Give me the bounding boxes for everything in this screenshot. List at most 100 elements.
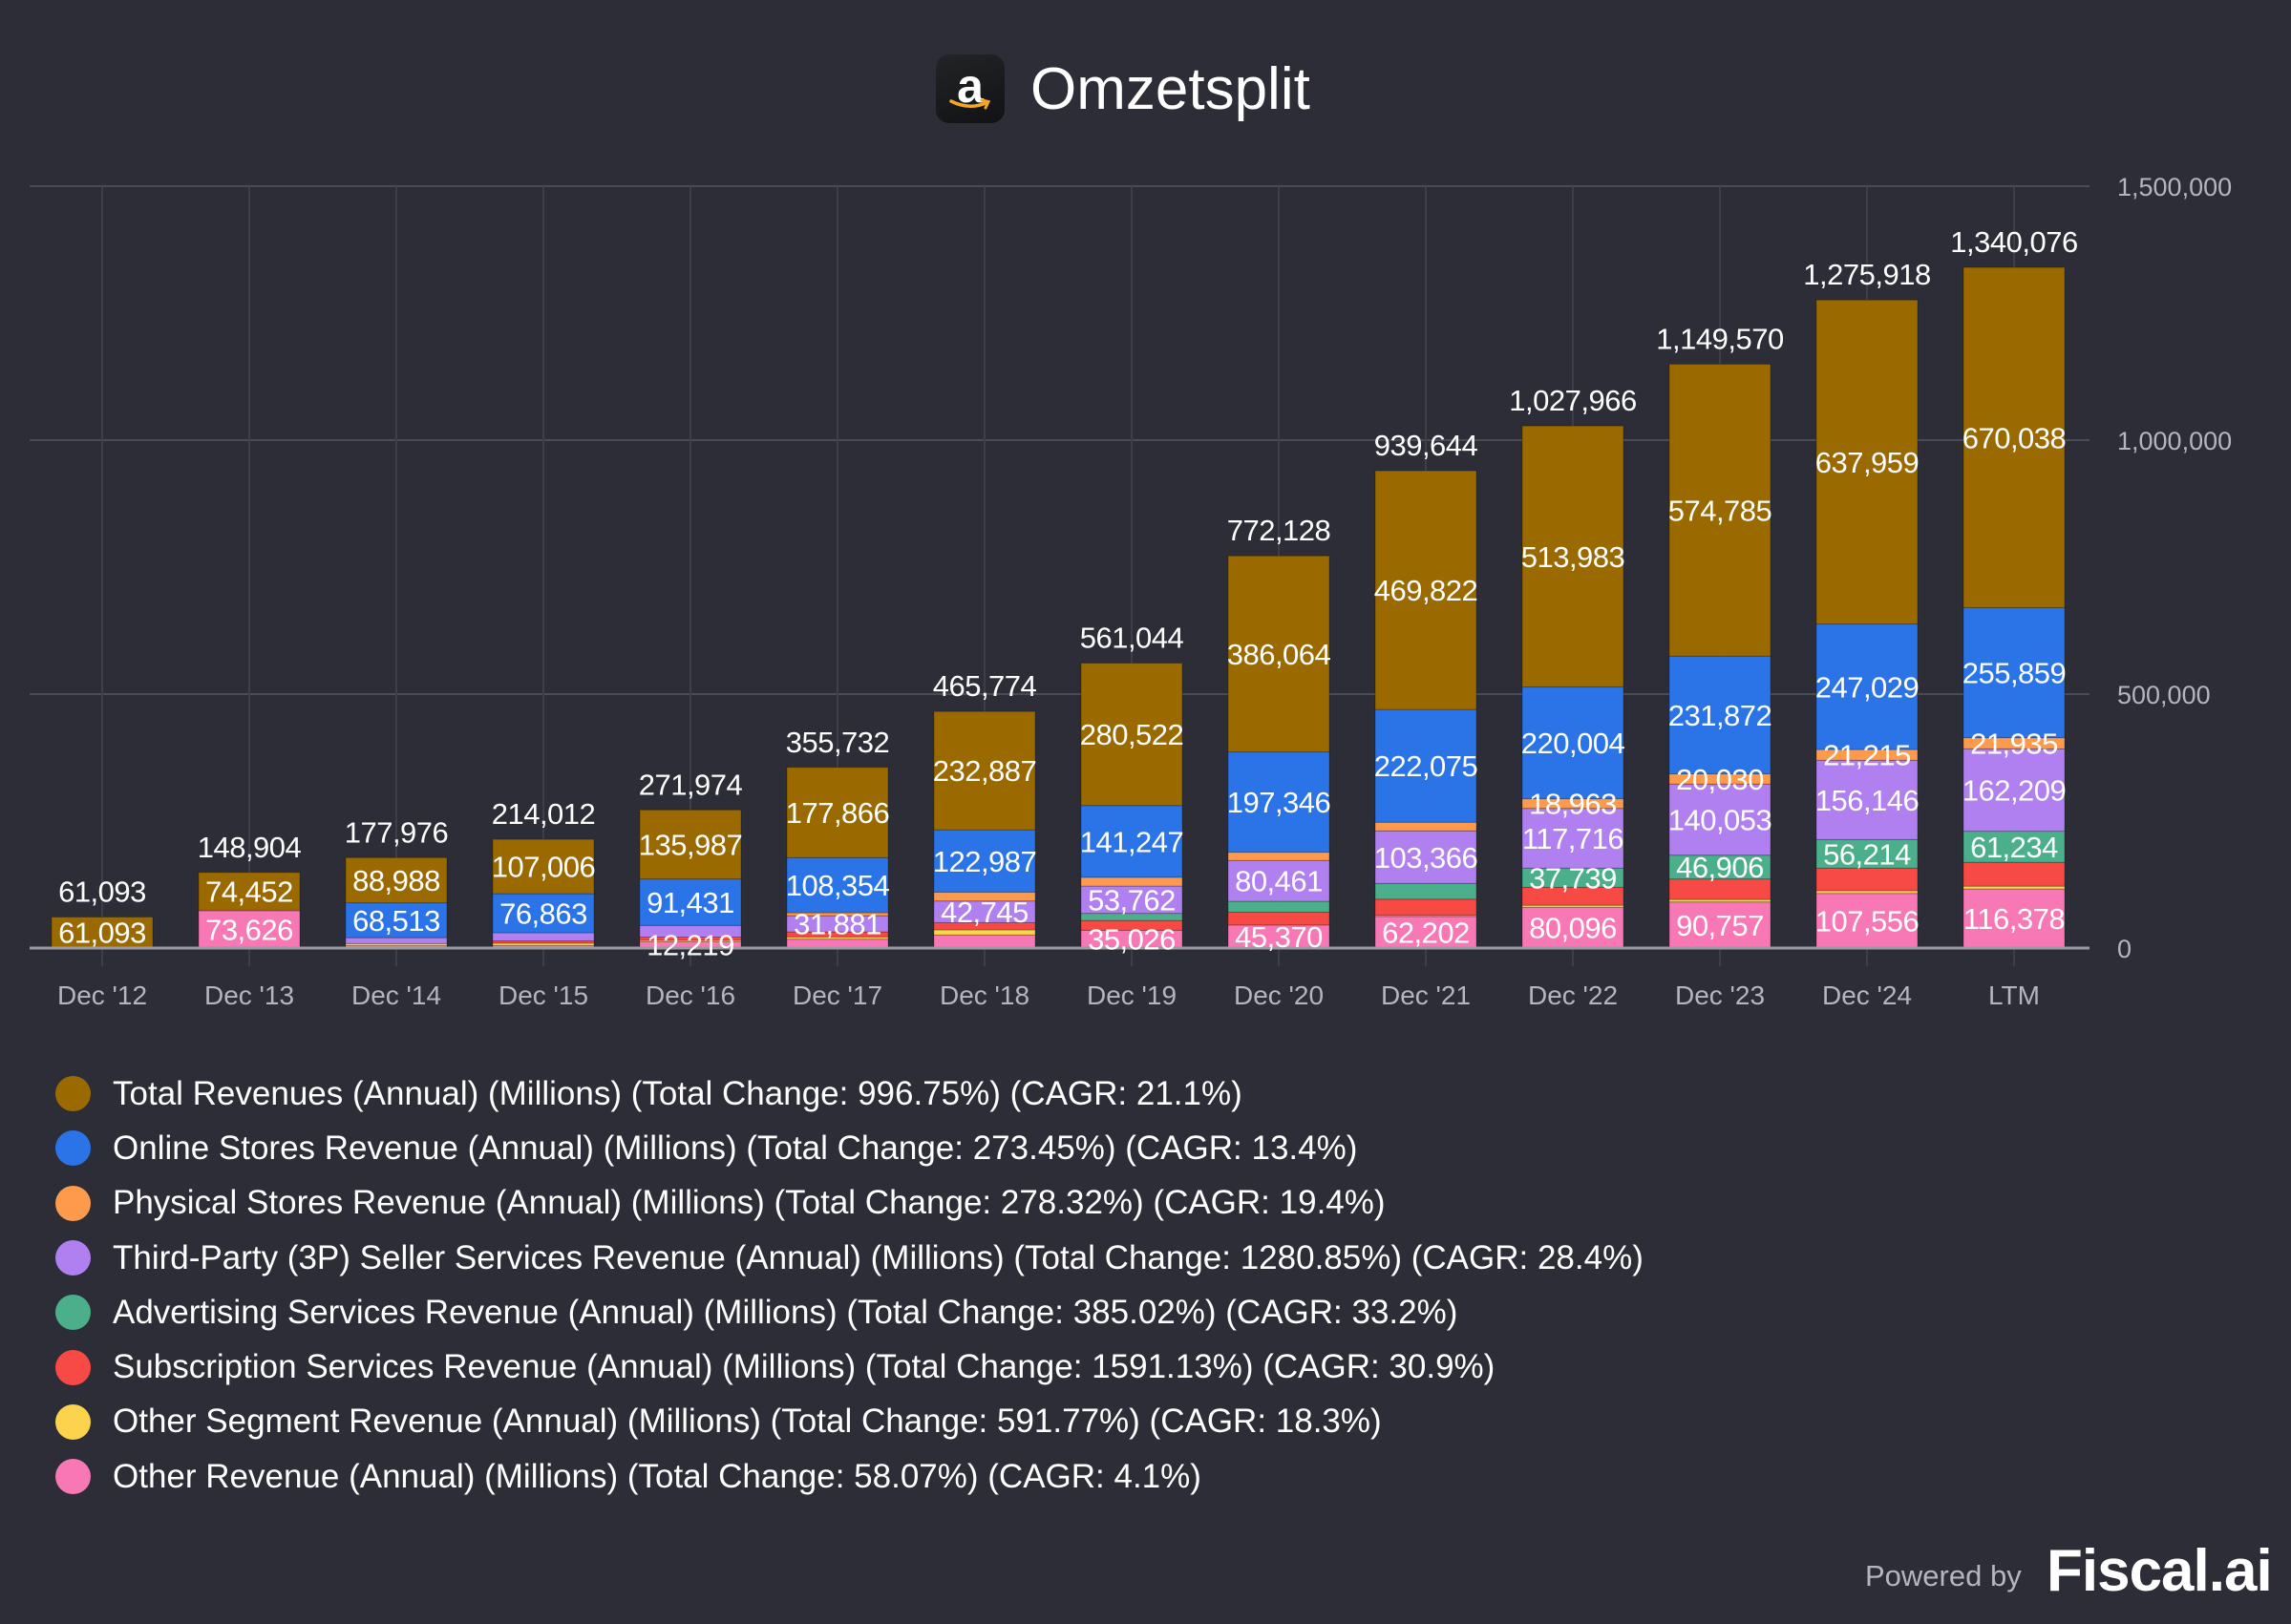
bar-segment-physical-stores-revenue xyxy=(1374,821,1477,832)
stack-total-label: 1,027,966 xyxy=(1509,384,1636,417)
data-label: 61,234 xyxy=(1970,831,2058,864)
legend-label: Other Segment Revenue (Annual) (Millions… xyxy=(113,1403,1382,1441)
stack-total-label: 177,976 xyxy=(345,815,449,849)
bar-segment-total-revenues xyxy=(786,767,889,858)
stack-total-label: 355,732 xyxy=(786,726,890,759)
data-label: 116,378 xyxy=(1963,902,2065,936)
y-tick-label: 1,000,000 xyxy=(2117,427,2232,455)
legend-item[interactable]: Total Revenues (Annual) (Millions) (Tota… xyxy=(55,1066,1644,1121)
data-label: 37,739 xyxy=(1529,861,1617,895)
legend-item[interactable]: Other Segment Revenue (Annual) (Millions… xyxy=(55,1395,1644,1449)
bar-segment-total-revenues xyxy=(639,809,742,880)
powered-by-text: Powered by xyxy=(1865,1559,2022,1592)
bar-segment-third-party-3p-seller-services-revenue xyxy=(1962,748,2066,833)
stack-total-label: 148,904 xyxy=(198,831,302,864)
legend-item[interactable]: Online Stores Revenue (Annual) (Millions… xyxy=(55,1121,1644,1175)
bar-segment-total-revenues xyxy=(345,856,448,904)
x-tick-label: Dec '18 xyxy=(940,981,1029,1010)
x-tick-label: Dec '19 xyxy=(1087,981,1177,1010)
x-tick-label: Dec '13 xyxy=(204,981,294,1010)
bar-segment-online-stores-revenue xyxy=(1227,751,1330,854)
bar-segment-third-party-3p-seller-services-revenue xyxy=(1227,859,1330,902)
data-label: 73,626 xyxy=(205,913,293,946)
bar-segment-third-party-3p-seller-services-revenue xyxy=(345,937,448,944)
data-label: 61,093 xyxy=(58,917,146,950)
legend-item[interactable]: Subscription Services Revenue (Annual) (… xyxy=(55,1339,1644,1394)
bar-segment-total-revenues xyxy=(492,838,595,895)
bar-segment-total-revenues xyxy=(51,916,154,949)
data-label: 46,906 xyxy=(1676,851,1764,884)
amazon-logo-icon: a xyxy=(936,54,1005,123)
bar-segment-other-revenue xyxy=(1227,924,1330,949)
bar-segment-advertising-services-revenue xyxy=(1815,838,1919,869)
data-label: 162,209 xyxy=(1962,773,2067,807)
bar-segment-other-revenue xyxy=(1815,893,1919,949)
legend-label: Advertising Services Revenue (Annual) (M… xyxy=(113,1293,1458,1331)
data-label: 18,963 xyxy=(1529,788,1617,821)
chart-legend: Total Revenues (Annual) (Millions) (Tota… xyxy=(55,1066,1644,1504)
bar-segment-online-stores-revenue xyxy=(1815,623,1919,750)
legend-item[interactable]: Other Revenue (Annual) (Millions) (Total… xyxy=(55,1449,1644,1504)
bar-segment-other-revenue xyxy=(1521,906,1624,949)
data-label: 135,987 xyxy=(639,828,743,861)
bar-segment-subscription-services-revenue xyxy=(1962,861,2066,887)
bar-segment-third-party-3p-seller-services-revenue xyxy=(1668,783,1771,856)
data-label: 107,006 xyxy=(492,851,596,884)
legend-label: Subscription Services Revenue (Annual) (… xyxy=(113,1348,1496,1386)
legend-item[interactable]: Advertising Services Revenue (Annual) (M… xyxy=(55,1285,1644,1339)
stack-total-label: 61,093 xyxy=(58,875,146,908)
bar-segment-total-revenues xyxy=(1668,363,1771,657)
data-label: 62,202 xyxy=(1382,916,1470,949)
x-tick-label: Dec '23 xyxy=(1675,981,1765,1010)
bar-segment-other-revenue xyxy=(933,934,1036,949)
legend-dot-icon xyxy=(55,1295,91,1331)
y-tick-label: 1,500,000 xyxy=(2117,173,2232,201)
data-label: 156,146 xyxy=(1815,784,1920,817)
data-label: 222,075 xyxy=(1374,749,1478,783)
legend-dot-icon xyxy=(55,1076,91,1112)
chart-header: a Omzetsplit xyxy=(936,54,1310,123)
legend-dot-icon xyxy=(55,1185,91,1221)
bar-segment-other-revenue xyxy=(1962,888,2066,949)
stack-total-label: 1,149,570 xyxy=(1656,322,1784,355)
data-label: 177,866 xyxy=(786,796,890,830)
data-label: 469,822 xyxy=(1374,574,1478,607)
bar-segment-online-stores-revenue xyxy=(1374,708,1477,823)
data-label: 35,026 xyxy=(1088,923,1176,957)
legend-item[interactable]: Third-Party (3P) Seller Services Revenue… xyxy=(55,1231,1644,1285)
data-label: 280,522 xyxy=(1080,718,1184,751)
data-label: 670,038 xyxy=(1962,421,2067,454)
x-tick-label: Dec '15 xyxy=(499,981,588,1010)
bar-segment-other-revenue xyxy=(1374,916,1477,949)
legend-dot-icon xyxy=(55,1349,91,1385)
bar-segment-third-party-3p-seller-services-revenue xyxy=(1374,830,1477,884)
data-label: 42,745 xyxy=(941,896,1029,929)
data-label: 90,757 xyxy=(1676,909,1764,942)
data-label: 21,935 xyxy=(1970,727,2058,760)
data-label: 31,881 xyxy=(794,908,881,941)
x-tick-label: Dec '20 xyxy=(1234,981,1324,1010)
data-label: 108,354 xyxy=(786,869,890,902)
bar-segment-online-stores-revenue xyxy=(1962,607,2066,739)
data-label: 255,859 xyxy=(1962,657,2067,690)
bar-segment-third-party-3p-seller-services-revenue xyxy=(1521,808,1624,869)
legend-label: Physical Stores Revenue (Annual) (Millio… xyxy=(113,1184,1386,1222)
bar-segment-other-revenue xyxy=(1668,901,1771,949)
bar-segment-online-stores-revenue xyxy=(345,902,448,939)
bar-segment-total-revenues xyxy=(1374,470,1477,710)
legend-item[interactable]: Physical Stores Revenue (Annual) (Millio… xyxy=(55,1176,1644,1231)
legend-label: Other Revenue (Annual) (Millions) (Total… xyxy=(113,1457,1201,1495)
stack-total-label: 465,774 xyxy=(933,669,1037,703)
data-label: 88,988 xyxy=(352,864,440,897)
data-label: 56,214 xyxy=(1823,837,1911,871)
chart-title: Omzetsplit xyxy=(1030,55,1310,122)
fiscal-ai-logo[interactable]: Fiscal.ai xyxy=(2047,1538,2273,1604)
x-tick-label: LTM xyxy=(1988,981,2040,1010)
bar-segment-total-revenues xyxy=(1815,299,1919,625)
data-label: 231,872 xyxy=(1668,699,1772,732)
bar-segment-total-revenues xyxy=(1080,663,1183,807)
bar-segment-third-party-3p-seller-services-revenue xyxy=(492,932,595,942)
bar-segment-online-stores-revenue xyxy=(639,878,742,926)
data-label: 386,064 xyxy=(1227,638,1331,671)
